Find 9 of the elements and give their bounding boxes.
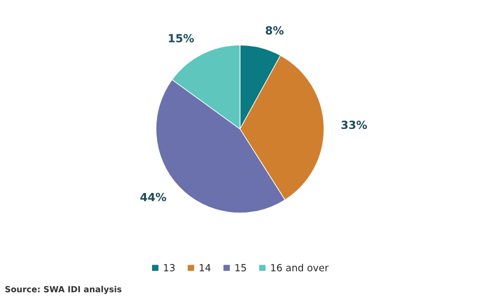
data-label: 15%	[168, 34, 194, 42]
legend-label: 13	[164, 264, 175, 272]
data-label: 33%	[341, 120, 367, 130]
source-note: Source: SWA IDI analysis	[5, 286, 122, 294]
data-label: 8%	[266, 26, 284, 35]
legend-label: 14	[200, 264, 211, 272]
legend-label: 16 and over	[271, 264, 329, 272]
data-label: 44%	[140, 192, 166, 202]
legend-label: 15	[235, 264, 246, 272]
